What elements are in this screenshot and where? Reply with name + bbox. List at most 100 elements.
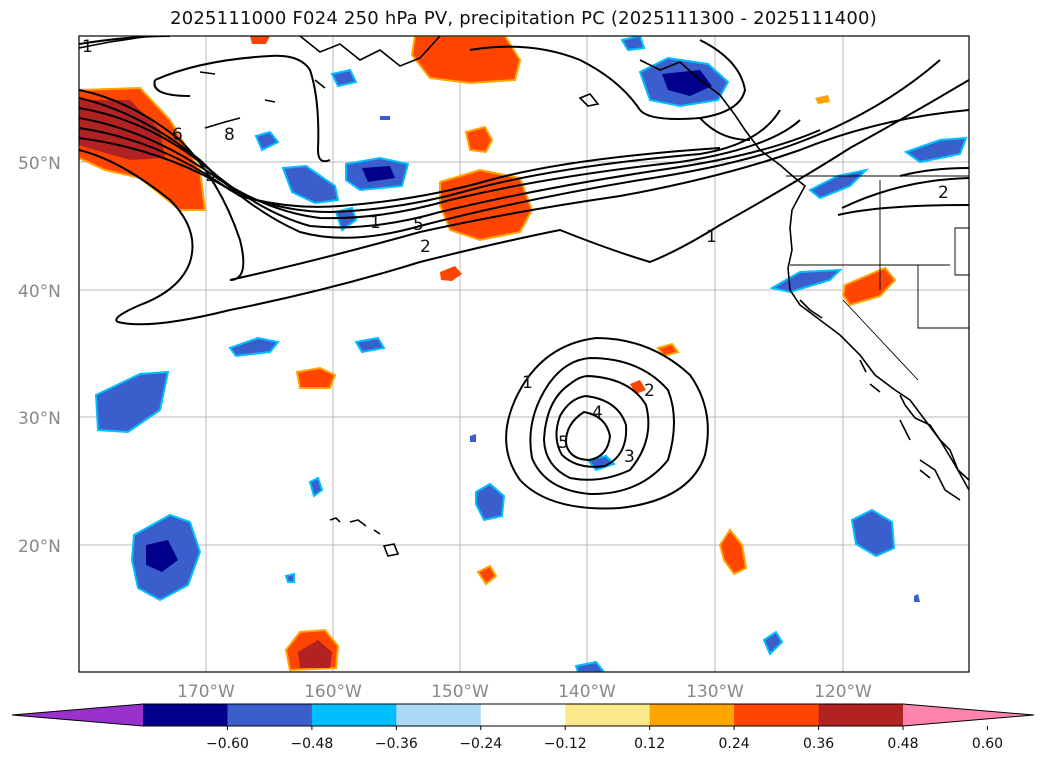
map-area: [79, 36, 969, 672]
precip-blob: [354, 336, 386, 354]
contour-label: 3: [624, 447, 635, 467]
contour-labels: 1 6 8 4 1 5 2 1 2 1 4 2 3 5: [82, 37, 949, 467]
colorbar-extend-min: [12, 704, 143, 726]
contour-line: [837, 167, 969, 216]
contour-label: 2: [938, 183, 949, 203]
precip-blob: [762, 630, 784, 656]
precip-blob: [380, 116, 390, 120]
lon-label: 150°W: [431, 682, 489, 702]
colorbar-tick-label: −0.12: [544, 736, 587, 752]
colorbar-outline: [11, 703, 1035, 727]
colorbar-segment: [565, 704, 651, 726]
coastline-us-west: [799, 299, 969, 501]
precip-blob: [330, 68, 358, 88]
lon-label: 140°W: [558, 682, 616, 702]
colorbar: −0.60 −0.48 −0.36 −0.24 −0.12 0.12 0.24 0.36 0.4…: [11, 703, 1035, 752]
precip-blob: [410, 36, 522, 85]
coastline-canada: [639, 59, 969, 491]
contour-closed: [505, 336, 709, 510]
latitude-labels: 50°N 40°N 30°N 20°N: [18, 154, 61, 557]
precip-blob: [808, 168, 870, 200]
colorbar-segment: [311, 704, 397, 726]
contour-label: 1: [706, 227, 717, 247]
colorbar-tick-label: 0.36: [803, 736, 834, 752]
precip-blob: [850, 508, 896, 558]
precip-blob: [284, 572, 295, 583]
coastline-hawaii: [329, 517, 400, 557]
map-frame: [78, 35, 970, 673]
precip-blob: [903, 136, 968, 164]
precip-blob: [295, 366, 337, 389]
state-borders: [790, 180, 969, 381]
contour-label: 6: [172, 125, 183, 145]
longitude-labels: 170°W 160°W 150°W 140°W 130°W 120°W: [177, 682, 872, 702]
contour-label: 2: [420, 237, 431, 257]
lon-label: 160°W: [304, 682, 362, 702]
precip-blob: [146, 540, 178, 572]
coastline-baja: [859, 359, 931, 479]
precip-blob: [815, 95, 830, 104]
precip-blob: [914, 594, 920, 602]
colorbar-segment: [480, 704, 566, 726]
precip-blob: [362, 166, 395, 182]
lat-label: 50°N: [18, 154, 61, 174]
map-title: 2025111000 F024 250 hPa PV, precipitatio…: [170, 8, 877, 29]
colorbar-tick-label: −0.36: [375, 736, 418, 752]
colorbar-tick-label: 0.60: [972, 736, 1003, 752]
lon-label: 170°W: [177, 682, 235, 702]
contour-line: [79, 107, 821, 229]
colorbar-tick-label: −0.60: [206, 736, 249, 752]
colorbar-extend-max: [903, 704, 1034, 726]
colorbar-segment: [143, 704, 228, 726]
contour-label: 1: [370, 213, 381, 233]
precip-positive-areas: [79, 36, 897, 672]
contour-label: 2: [644, 381, 655, 401]
contour-label: 1: [82, 37, 93, 57]
contour-line: [469, 39, 751, 141]
contour-line: [79, 117, 801, 220]
colorbar-segment: [649, 704, 735, 726]
precip-blob: [94, 370, 170, 434]
precip-blob: [464, 125, 494, 154]
coastline-alaska: [79, 36, 600, 129]
precip-blob: [308, 476, 324, 498]
precip-blob: [476, 564, 498, 586]
precip-blob: [470, 434, 476, 442]
colorbar-tick-label: −0.24: [459, 736, 502, 752]
precip-blob: [662, 70, 712, 96]
precip-blob: [656, 342, 680, 358]
precip-blob: [298, 640, 332, 668]
contour-label: 8: [224, 125, 235, 145]
lat-label: 30°N: [18, 409, 61, 429]
precip-blob: [334, 206, 358, 232]
precip-blob: [440, 266, 462, 281]
lat-label: 20°N: [18, 537, 61, 557]
precip-blob: [228, 336, 280, 358]
pv-contours: [79, 36, 969, 510]
contour-closed: [564, 410, 612, 462]
colorbar-segment: [734, 704, 820, 726]
contour-line: [79, 59, 941, 239]
colorbar-tick-label: 0.24: [719, 736, 750, 752]
contour-label: 5: [413, 215, 424, 235]
precip-blob: [254, 130, 280, 152]
contour-label: 5: [558, 433, 569, 453]
colorbar-segment: [818, 704, 904, 726]
coastlines: [79, 36, 969, 557]
lon-label: 130°W: [686, 682, 744, 702]
colorbar-tick-label: −0.48: [290, 736, 333, 752]
contour-label: 1: [522, 373, 533, 393]
precip-blob: [620, 36, 646, 52]
precip-negative-areas: [94, 36, 968, 672]
precip-blob: [250, 36, 270, 44]
precip-blob: [718, 528, 748, 576]
contour-label: 4: [592, 403, 603, 423]
precip-blob: [281, 164, 340, 205]
contour-closed: [542, 374, 650, 481]
colorbar-tick-label: 0.48: [887, 736, 918, 752]
contour-line: [79, 109, 781, 214]
contour-closed: [555, 394, 628, 468]
precip-blob: [475, 482, 506, 522]
precip-blob: [574, 660, 606, 672]
